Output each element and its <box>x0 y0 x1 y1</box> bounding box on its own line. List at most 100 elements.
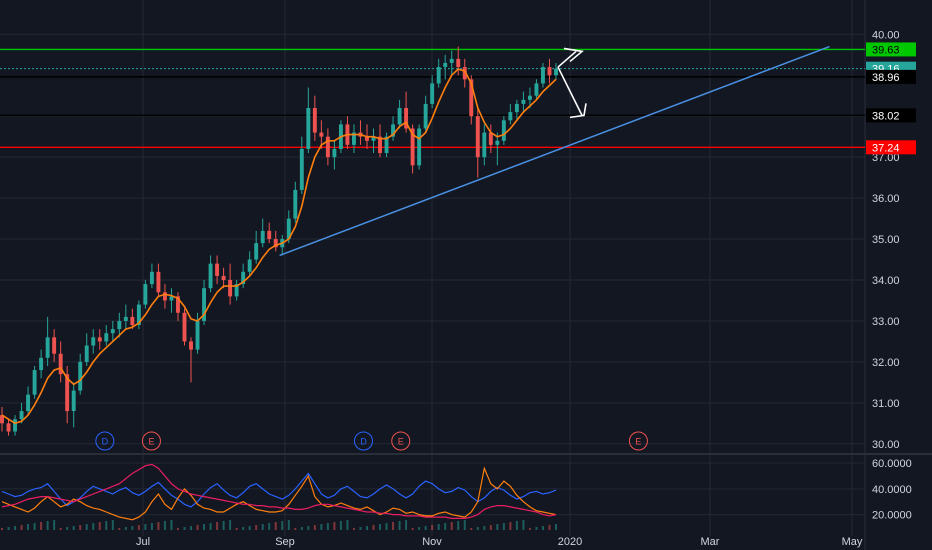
volume-bar <box>248 526 251 530</box>
candle-body <box>97 337 102 342</box>
projection-arrows[interactable] <box>557 47 587 119</box>
candle-body <box>13 419 17 432</box>
marker-circle <box>95 431 115 451</box>
candle-body <box>189 341 193 350</box>
dividend-marker[interactable]: D <box>353 431 373 451</box>
candle-body <box>130 316 135 326</box>
candle-body <box>449 58 454 63</box>
candle-body <box>286 218 291 240</box>
price-tag: 38.02 <box>866 108 916 123</box>
sub-y-tick-label: 20.0000 <box>872 510 912 522</box>
dividend-marker[interactable]: D <box>95 431 115 451</box>
ma-line <box>1 68 557 425</box>
y-tick-label: 40.00 <box>872 29 900 41</box>
candle-body <box>319 132 324 137</box>
volume-bar <box>476 527 479 530</box>
candle-body <box>254 243 259 260</box>
volume-bar <box>418 527 421 530</box>
candle-body <box>306 108 311 149</box>
ascending-trendline[interactable] <box>279 45 830 257</box>
price-tag-bg <box>866 69 916 84</box>
volume-bar <box>450 522 453 530</box>
earnings-marker[interactable]: E <box>391 431 411 451</box>
volume-bar <box>509 522 512 530</box>
volume-bar <box>111 520 114 530</box>
candle-body <box>110 329 115 334</box>
candle-body <box>293 189 298 219</box>
volume-bar <box>339 521 342 530</box>
volume-bar <box>352 528 355 530</box>
x-tick-label: Mar <box>701 536 720 548</box>
marker-label: E <box>635 437 641 447</box>
candle-body <box>417 128 422 166</box>
volume-bar <box>203 524 206 530</box>
volume-bar <box>313 525 316 530</box>
candle-body <box>91 337 96 346</box>
candle-body <box>84 345 89 362</box>
candle-body <box>0 415 4 424</box>
y-tick-label: 35.00 <box>872 234 900 246</box>
arrow-up-head <box>563 47 584 63</box>
volume-bar <box>365 526 368 530</box>
volume-bar <box>53 520 56 530</box>
candle-body <box>45 337 50 358</box>
volume-bar <box>131 526 134 530</box>
volume-bar <box>183 527 186 530</box>
price-tag: 37.24 <box>866 140 916 155</box>
volume-bar <box>470 528 473 530</box>
candle-body <box>228 280 233 297</box>
candle-body <box>39 357 44 371</box>
candle-body <box>554 68 558 76</box>
volume-bar <box>1 528 3 530</box>
price-tag-bg <box>866 42 916 57</box>
arrow-down-line[interactable] <box>557 66 583 116</box>
candle-body <box>143 284 148 305</box>
candle-body <box>482 132 487 158</box>
candle-body <box>169 296 174 301</box>
volume-bar <box>163 521 166 530</box>
candle-body <box>267 230 272 240</box>
volume-bar <box>124 527 127 530</box>
candle-body <box>514 103 519 113</box>
candle-body <box>541 67 545 84</box>
price-tag-bg <box>866 140 916 155</box>
candle-body <box>52 337 57 354</box>
candle-body <box>6 423 11 432</box>
volume-bar <box>196 525 199 530</box>
candle-body <box>182 312 187 342</box>
candle-body <box>495 140 500 145</box>
volume-bar <box>235 528 238 530</box>
price-tag-label: 37.24 <box>872 142 900 154</box>
candle-body <box>410 128 415 166</box>
earnings-marker[interactable]: E <box>628 431 648 451</box>
candle-body <box>462 67 467 80</box>
arrow-up-line[interactable] <box>557 50 577 68</box>
volatility-line <box>1 472 557 508</box>
volume-bar <box>515 521 518 530</box>
volume-bar <box>255 525 258 530</box>
volume-bar <box>242 527 245 530</box>
earnings-marker[interactable]: E <box>141 431 161 451</box>
trendline[interactable] <box>279 45 830 257</box>
volume-bar <box>216 522 219 530</box>
volume-bar <box>66 527 69 530</box>
volume-bar <box>27 524 30 530</box>
volume-bar <box>359 527 362 530</box>
volume-bar <box>7 527 10 530</box>
candle-body <box>469 79 474 117</box>
volume-bar <box>489 525 492 530</box>
marker-circle <box>391 431 411 451</box>
volume-bar <box>46 521 49 530</box>
candle-body <box>162 292 167 301</box>
candle-body <box>475 116 480 158</box>
volume-bar <box>222 521 225 530</box>
volume-bar <box>157 522 160 530</box>
y-tick-label: 36.00 <box>872 193 900 205</box>
volume-bar <box>287 520 290 530</box>
volume-bar <box>229 520 232 530</box>
volume-bar <box>528 528 531 530</box>
price-tag-label: 39.63 <box>872 44 900 56</box>
candle-body <box>136 304 141 326</box>
candle-body <box>117 320 122 330</box>
